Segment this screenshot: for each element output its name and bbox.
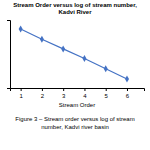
x-tick-label: 2 [41,93,45,99]
y-axis [7,21,11,89]
chart: Stream Order versus log of stream number… [0,0,150,150]
x-tick-label: 1 [19,93,23,99]
x-axis-title: Stream Order [59,102,95,108]
x-tick-label: 5 [105,93,109,99]
x-tick: 1 [19,88,23,99]
marker [125,75,129,82]
marker [82,55,86,62]
x-tick-mark [21,88,22,91]
caption-line: Figure 3 – Stream order versus log of st… [15,116,134,122]
title-line: Stream Order versus log of stream number… [13,2,137,8]
title-line: Kadvi River [58,9,92,15]
marker [40,36,44,43]
marker [61,45,65,52]
x-tick-mark [84,88,85,91]
x-tick-mark [106,88,107,91]
x-tick: 2 [41,88,45,99]
y-axis-line [7,21,11,89]
x-tick-mark [127,88,128,91]
x-tick-mark [42,88,43,91]
x-tick-label: 6 [126,93,130,99]
x-tick: 5 [105,88,109,99]
x-axis-line [11,89,145,92]
x-tick: 3 [62,88,66,99]
x-tick: 4 [83,88,87,99]
marker [19,26,23,33]
x-tick-mark [63,88,64,91]
title: Stream Order versus log of stream number… [13,2,137,15]
x-tick-label: 3 [62,93,66,99]
line [21,29,127,79]
x-tick-label: 4 [83,93,87,99]
caption: Figure 3 – Stream order versus log of st… [15,116,134,130]
plot-area [19,26,129,83]
x-axis: 1 2 3 4 5 6 [11,88,145,99]
marker [104,65,108,72]
x-tick: 6 [126,88,130,99]
caption-line: number, Kadvi river basin [41,124,109,130]
